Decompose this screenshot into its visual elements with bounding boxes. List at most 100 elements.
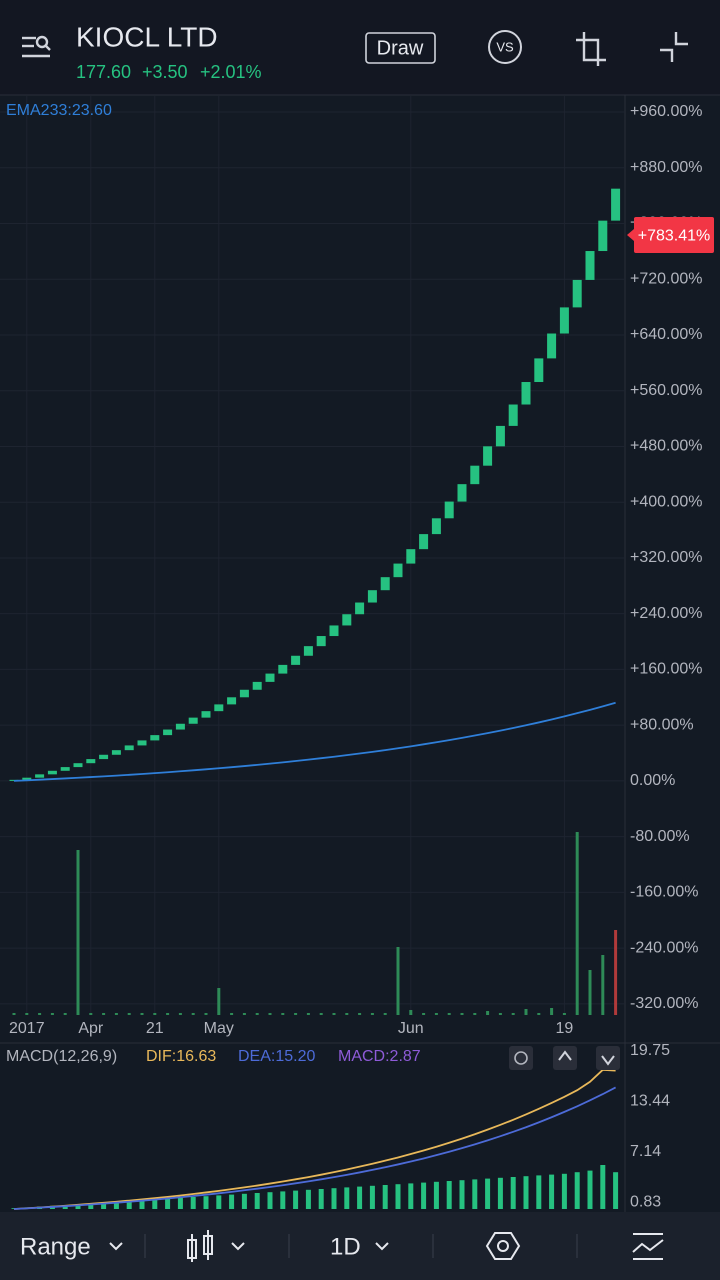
candle	[137, 740, 147, 746]
candle	[329, 625, 339, 637]
volume-bar	[614, 930, 618, 1015]
macd-histogram-bar	[267, 1192, 273, 1209]
chart-type-button[interactable]	[187, 1230, 245, 1262]
macd-histogram-bar	[446, 1181, 452, 1209]
chart-layer: 2017Apr21MayJun19+960.00%+880.00%+800.00…	[0, 96, 714, 1211]
volume-bar	[473, 1013, 477, 1015]
macd-histogram-bar	[574, 1172, 580, 1209]
candle	[214, 704, 224, 712]
x-tick-label: 2017	[9, 1020, 45, 1037]
y-tick-label: 7.14	[630, 1143, 661, 1160]
volume-bar	[166, 1013, 170, 1015]
volume-bar	[319, 1013, 323, 1015]
candle	[355, 602, 365, 615]
candle	[367, 590, 377, 603]
macd-histogram-bar	[254, 1193, 260, 1209]
candle	[163, 729, 173, 736]
fullscreen-icon[interactable]	[660, 32, 688, 62]
y-tick-label: +240.00%	[630, 605, 703, 622]
last-price-tag	[634, 217, 714, 254]
y-tick-label: -320.00%	[630, 995, 699, 1012]
macd-histogram-bar	[216, 1195, 222, 1209]
macd-histogram-bar	[472, 1179, 478, 1209]
macd-histogram-bar	[229, 1194, 235, 1209]
range-button[interactable]: Range	[20, 1233, 91, 1260]
y-tick-label: -240.00%	[630, 939, 699, 956]
vs-button-label: VS	[496, 39, 514, 54]
crop-icon[interactable]	[576, 32, 606, 66]
macd-histogram-bar	[203, 1196, 209, 1209]
volume-bar	[25, 1013, 29, 1015]
volume-bar	[268, 1013, 272, 1015]
volume-bar	[511, 1013, 515, 1015]
x-tick-label: 19	[556, 1020, 574, 1037]
x-tick-label: Apr	[78, 1020, 104, 1037]
macd-line	[13, 1068, 616, 1210]
macd-histogram-bar	[357, 1186, 363, 1209]
draw-button[interactable]	[365, 32, 436, 64]
x-tick-label: 21	[146, 1020, 164, 1037]
volume-bar	[294, 1013, 298, 1015]
volume-bar	[358, 1013, 362, 1015]
candle	[111, 750, 121, 755]
candle	[47, 770, 57, 775]
y-tick-label: +400.00%	[630, 493, 703, 510]
volume-bar	[601, 955, 605, 1015]
volume-bar	[89, 1013, 93, 1015]
y-tick-label: +480.00%	[630, 438, 703, 455]
range-caret	[109, 1242, 123, 1251]
ema-label: EMA233:23.60	[6, 102, 112, 119]
volume-bar	[242, 1013, 246, 1015]
macd-histogram-bar	[523, 1176, 529, 1209]
y-tick-label: 0.00%	[630, 772, 675, 789]
volume-bar	[409, 1010, 413, 1015]
volume-bar	[153, 1013, 157, 1015]
volume-bar	[127, 1013, 131, 1015]
volume-bar	[191, 1013, 195, 1015]
candle	[86, 759, 96, 764]
candle	[291, 655, 301, 665]
macd-histogram-bar	[344, 1187, 350, 1209]
candle	[559, 307, 569, 334]
macd-histogram-bar	[318, 1189, 324, 1209]
candle	[252, 681, 262, 690]
macd-controls[interactable]	[509, 1046, 620, 1070]
macd-histogram-bar	[241, 1193, 247, 1209]
volume-bar	[434, 1013, 438, 1015]
candle	[188, 717, 198, 724]
macd-histogram-bar	[101, 1202, 107, 1209]
candle	[175, 723, 185, 730]
x-tick-label: Jun	[398, 1020, 424, 1037]
interval-button[interactable]: 1D	[330, 1233, 361, 1260]
macd-histogram-bar	[280, 1191, 286, 1209]
macd-histogram-bar	[485, 1178, 491, 1209]
volume-bar	[575, 832, 579, 1015]
volume-bar	[281, 1013, 285, 1015]
candle	[470, 465, 480, 485]
macd-histogram-bar	[510, 1177, 516, 1209]
volume-bar	[524, 1009, 528, 1015]
y-tick-label: -160.00%	[630, 884, 699, 901]
candle	[611, 188, 621, 221]
candle	[572, 279, 582, 308]
candle	[278, 664, 288, 674]
volume-bar	[345, 1013, 349, 1015]
volume-bar	[114, 1013, 118, 1015]
interval-caret	[375, 1242, 389, 1251]
vs-button[interactable]	[488, 30, 522, 64]
indicators-button[interactable]	[632, 1233, 664, 1260]
candle	[342, 614, 352, 626]
volume-bar	[76, 850, 80, 1015]
candle	[598, 220, 608, 252]
settings-button[interactable]	[485, 1232, 521, 1260]
candle	[508, 404, 518, 426]
menu-icon[interactable]	[22, 35, 51, 58]
candle	[150, 735, 160, 741]
candle	[227, 697, 237, 705]
macd-histogram-bar	[369, 1185, 375, 1209]
macd-params: MACD(12,26,9)	[6, 1048, 117, 1065]
candle	[393, 563, 403, 578]
candle	[495, 425, 505, 447]
